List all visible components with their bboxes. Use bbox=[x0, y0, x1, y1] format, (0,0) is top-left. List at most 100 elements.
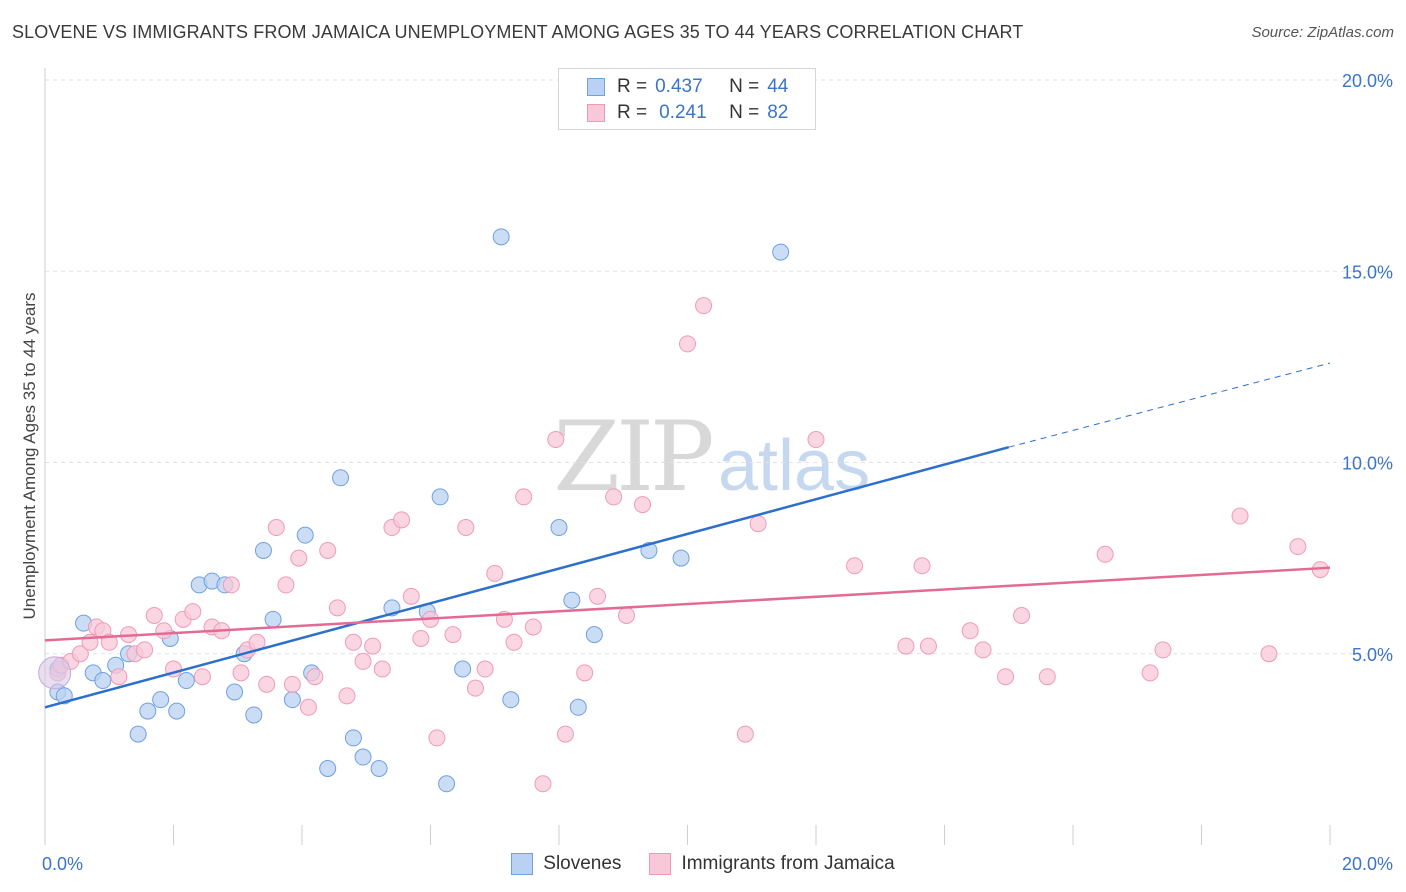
legend-swatch-slovenes bbox=[511, 853, 534, 875]
point-jamaica bbox=[576, 664, 594, 682]
point-jamaica bbox=[486, 564, 504, 582]
legend-swatch-slovenes bbox=[587, 78, 605, 96]
point-jamaica bbox=[319, 541, 337, 559]
point-jamaica bbox=[749, 515, 767, 533]
point-jamaica bbox=[232, 664, 250, 682]
trend-lines bbox=[44, 362, 1331, 709]
legend-row-jamaica: R = 0.241 N = 82 bbox=[587, 100, 788, 126]
point-jamaica bbox=[393, 511, 411, 529]
point-jamaica bbox=[277, 576, 295, 594]
trend-line-slovenes bbox=[44, 445, 1010, 709]
point-slovenes bbox=[319, 760, 337, 777]
point-jamaica bbox=[807, 431, 825, 449]
point-jamaica bbox=[1289, 538, 1307, 556]
legend-label-jamaica: Immigrants from Jamaica bbox=[681, 853, 895, 874]
chart-title: SLOVENE VS IMMIGRANTS FROM JAMAICA UNEMP… bbox=[12, 22, 1024, 42]
legend-n-label: N = bbox=[729, 76, 760, 97]
point-jamaica bbox=[71, 645, 89, 663]
point-slovenes bbox=[168, 702, 186, 720]
point-jamaica bbox=[258, 675, 276, 693]
point-jamaica bbox=[328, 599, 346, 617]
data-points bbox=[38, 228, 1329, 793]
point-jamaica bbox=[1038, 668, 1056, 686]
point-jamaica bbox=[306, 668, 324, 686]
point-jamaica bbox=[897, 637, 915, 655]
point-slovenes bbox=[283, 691, 301, 709]
legend-n-value: 82 bbox=[767, 102, 789, 123]
point-jamaica bbox=[547, 431, 565, 449]
watermark-zip: ZIP bbox=[553, 401, 712, 513]
point-jamaica bbox=[589, 587, 607, 605]
point-jamaica bbox=[505, 633, 523, 651]
point-jamaica bbox=[974, 641, 992, 659]
point-slovenes bbox=[129, 725, 147, 743]
point-jamaica bbox=[1260, 645, 1278, 663]
point-slovenes bbox=[139, 702, 157, 720]
point-jamaica bbox=[1096, 545, 1114, 563]
point-jamaica bbox=[1154, 641, 1172, 659]
point-jamaica bbox=[605, 488, 623, 506]
point-slovenes bbox=[550, 519, 568, 537]
point-jamaica bbox=[1141, 664, 1159, 682]
point-slovenes bbox=[226, 683, 244, 701]
point-jamaica bbox=[354, 652, 372, 670]
point-slovenes bbox=[454, 660, 472, 678]
point-jamaica bbox=[402, 587, 420, 605]
point-jamaica bbox=[846, 557, 864, 575]
point-slovenes bbox=[772, 243, 790, 261]
point-jamaica bbox=[736, 725, 754, 743]
y-tick-label: 10.0% bbox=[1342, 454, 1393, 474]
point-jamaica bbox=[634, 496, 652, 514]
point-slovenes bbox=[177, 672, 195, 690]
point-jamaica bbox=[373, 660, 391, 678]
point-jamaica bbox=[100, 633, 118, 651]
point-jamaica bbox=[290, 549, 308, 567]
point-jamaica bbox=[193, 668, 211, 686]
legend-row-slovenes: R = 0.437 N = 44 bbox=[587, 74, 788, 100]
point-slovenes bbox=[344, 729, 362, 747]
point-jamaica bbox=[136, 641, 154, 659]
point-jamaica bbox=[919, 637, 937, 655]
point-jamaica bbox=[997, 668, 1015, 686]
point-slovenes bbox=[438, 775, 456, 793]
point-jamaica bbox=[913, 557, 931, 575]
point-jamaica bbox=[617, 607, 635, 624]
legend-r-value: 0.437 bbox=[655, 76, 703, 97]
x-tick-label: 0.0% bbox=[42, 854, 83, 874]
watermark: ZIP atlas bbox=[553, 401, 870, 513]
series-legend: Slovenes Immigrants from Jamaica bbox=[0, 851, 1406, 877]
point-slovenes bbox=[152, 691, 170, 709]
point-jamaica bbox=[145, 607, 163, 624]
point-jamaica bbox=[524, 618, 542, 636]
point-jamaica bbox=[444, 626, 462, 644]
source-label: Source: ZipAtlas.com bbox=[1251, 24, 1394, 41]
y-tick-label: 20.0% bbox=[1342, 71, 1393, 91]
point-jamaica bbox=[1013, 607, 1031, 624]
legend-n-label: N = bbox=[729, 102, 760, 123]
point-slovenes bbox=[354, 748, 372, 766]
point-jamaica bbox=[679, 335, 696, 353]
legend-item-jamaica[interactable]: Immigrants from Jamaica bbox=[649, 853, 895, 875]
y-tick-label: 5.0% bbox=[1352, 645, 1393, 665]
point-jamaica bbox=[457, 519, 475, 537]
point-jamaica bbox=[695, 297, 713, 315]
axes bbox=[44, 68, 1331, 845]
legend-item-slovenes[interactable]: Slovenes bbox=[511, 853, 621, 875]
point-jamaica bbox=[267, 519, 285, 537]
point-slovenes bbox=[245, 706, 263, 724]
point-slovenes bbox=[94, 672, 112, 690]
point-jamaica bbox=[184, 603, 202, 621]
trend-line-slovenes-extension bbox=[1008, 362, 1331, 448]
point-slovenes bbox=[563, 591, 581, 609]
legend-r-value: 0.241 bbox=[659, 102, 707, 123]
point-jamaica bbox=[466, 679, 484, 697]
point-jamaica bbox=[556, 725, 574, 743]
legend-swatch-jamaica bbox=[587, 104, 605, 122]
y-tick-label: 15.0% bbox=[1342, 262, 1393, 282]
point-slovenes bbox=[502, 691, 520, 709]
point-slovenes bbox=[585, 626, 603, 644]
trend-line-jamaica bbox=[44, 566, 1331, 642]
legend-n-value: 44 bbox=[767, 76, 789, 97]
point-cluster bbox=[38, 656, 72, 690]
point-jamaica bbox=[515, 488, 533, 506]
